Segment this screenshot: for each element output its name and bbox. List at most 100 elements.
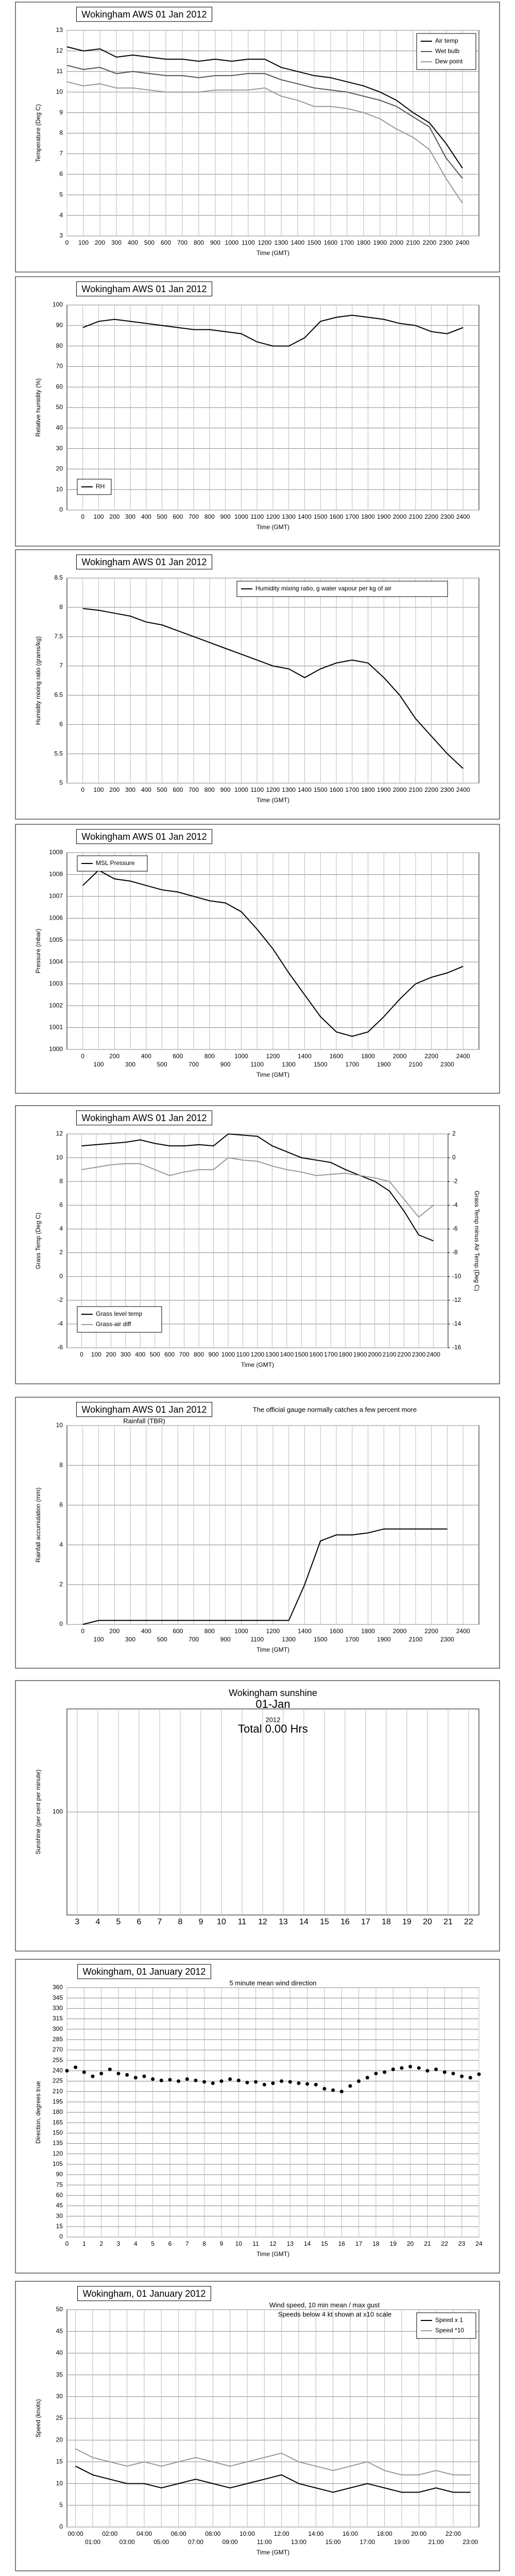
- x-tick-label: 7: [185, 2240, 189, 2247]
- panel: 5 5.5 6 6.5 7 7.5 8 8.5 0 100 200 300 400 500 600 700 80…: [15, 549, 500, 820]
- y-tick-label: 255: [53, 2056, 63, 2063]
- x-tick-label: 500: [144, 239, 154, 246]
- x-tick-label: 20: [407, 2240, 414, 2247]
- data-line: [75, 2465, 471, 2493]
- data-point: [331, 2088, 335, 2092]
- y-tick-label: 6: [59, 170, 63, 177]
- x-tick-label: 2300: [412, 1351, 426, 1358]
- x-tick-label: 100: [94, 513, 104, 520]
- x-tick-label: 2100: [409, 1061, 423, 1068]
- y-tick-label: 165: [53, 2119, 63, 2126]
- y-tick-label: 50: [56, 403, 63, 411]
- x-axis-label: Time (GMT): [256, 1071, 289, 1078]
- x-tick-label: 14: [304, 2240, 311, 2247]
- total-text: Total 0.00 Hrs: [238, 1722, 308, 1735]
- x-tick-label: 0: [80, 1351, 83, 1358]
- x-tick-label: 1200: [266, 513, 280, 520]
- x-tick-label: 600: [161, 239, 171, 246]
- data-point: [357, 2079, 361, 2083]
- x-tick-label: 14:00: [308, 2530, 323, 2537]
- title-box: [77, 2286, 211, 2301]
- y-tick-label: 135: [53, 2140, 63, 2147]
- chart-title: Wokingham, 01 January 2012: [83, 2289, 206, 2299]
- y-tick-label: 1009: [49, 849, 63, 856]
- x-tick-label: 1600: [309, 1351, 323, 1358]
- x-tick-label: 2100: [409, 1636, 423, 1643]
- x-tick-label: 600: [164, 1351, 175, 1358]
- x-tick-label: 800: [194, 239, 204, 246]
- y-tick-label: 5: [59, 779, 63, 786]
- y-tick-label: 240: [53, 2067, 63, 2074]
- y2-tick-label: 0: [452, 1154, 456, 1161]
- x-tick-label: 1600: [330, 1628, 344, 1635]
- x-tick-label: 1000: [234, 513, 248, 520]
- y-axis-label: Temperature (Deg C): [35, 104, 42, 162]
- data-point: [228, 2077, 232, 2081]
- x-tick-label: 2400: [456, 513, 470, 520]
- y-tick-label: 70: [56, 363, 63, 370]
- x-tick-label: 400: [135, 1351, 145, 1358]
- x-tick-label: 700: [177, 239, 187, 246]
- legend-box: [416, 2312, 476, 2339]
- y-tick-label: 1008: [49, 871, 63, 878]
- y-tick-label: 20: [56, 465, 63, 472]
- x-tick-label: 1100: [250, 513, 264, 520]
- x-tick-label: 2000: [390, 239, 404, 246]
- x-tick-label: 1500: [314, 513, 328, 520]
- x-tick-label: 05:00: [153, 2538, 169, 2546]
- data-point: [254, 2080, 258, 2084]
- panel: 100 3 4 5 6 7 8 9 10 11 12 13 14 15 16 17 18 19 20 21 22 Suns…: [15, 1680, 500, 1952]
- subtitle-text: 01-Jan: [255, 1698, 290, 1710]
- y-tick-label: 50: [56, 2306, 63, 2313]
- x-tick-label: 02:00: [102, 2530, 117, 2537]
- x-tick-label: 13: [287, 2240, 294, 2247]
- x-tick-label: 14: [299, 1918, 308, 1926]
- y2-tick-label: 2: [452, 1130, 456, 1137]
- x-tick-label: 800: [204, 786, 215, 793]
- x-tick-label: 1600: [324, 239, 338, 246]
- x-tick-label: 5: [116, 1918, 121, 1926]
- x-tick-label: 20: [423, 1918, 432, 1926]
- y-tick-label: 1007: [49, 892, 63, 900]
- y-axis-label: Speed (knots): [35, 2399, 42, 2438]
- data-point: [151, 2077, 155, 2081]
- legend-label: Grass level temp: [96, 1310, 142, 1317]
- x-tick-label: 900: [220, 1061, 231, 1068]
- x-tick-label: 2300: [440, 513, 454, 520]
- data-point: [159, 2078, 163, 2082]
- x-tick-label: 300: [125, 1061, 135, 1068]
- x-tick-label: 0: [81, 513, 84, 520]
- x-tick-label: 800: [204, 513, 215, 520]
- x-tick-label: 0: [81, 786, 84, 793]
- x-tick-label: 2100: [409, 513, 423, 520]
- y-tick-label: -2: [57, 1296, 63, 1303]
- x-tick-label: 800: [194, 1351, 204, 1358]
- x-tick-label: 2100: [409, 786, 423, 793]
- x-axis-label: Time (GMT): [256, 249, 289, 257]
- x-tick-label: 2200: [397, 1351, 411, 1358]
- x-tick-label: 1000: [221, 1351, 235, 1358]
- x-tick-label: 01:00: [85, 2538, 100, 2546]
- data-point: [460, 2074, 464, 2078]
- data-point: [391, 2067, 395, 2072]
- y-tick-label: 100: [53, 301, 63, 308]
- y-tick-label: 4: [59, 211, 63, 218]
- x-tick-label: 2200: [424, 1053, 438, 1060]
- y-tick-label: 40: [56, 2349, 63, 2357]
- data-point: [348, 2084, 352, 2088]
- x-tick-label: 13: [279, 1918, 288, 1926]
- y2-tick-label: -16: [452, 1344, 461, 1351]
- data-point: [116, 2072, 121, 2076]
- data-point: [434, 2067, 438, 2072]
- x-tick-label: 2400: [456, 786, 470, 793]
- y-tick-label: 8: [59, 1461, 63, 1468]
- x-tick-label: 0: [65, 239, 69, 246]
- note-text: The official gauge normally catches a fe…: [253, 1405, 417, 1413]
- y2-tick-label: -10: [452, 1273, 461, 1280]
- title-box: [76, 554, 213, 570]
- x-tick-label: 400: [141, 786, 151, 793]
- x-tick-label: 900: [210, 239, 220, 246]
- title-box: [76, 7, 213, 22]
- data-point: [177, 2079, 181, 2083]
- data-line: [81, 1133, 434, 1242]
